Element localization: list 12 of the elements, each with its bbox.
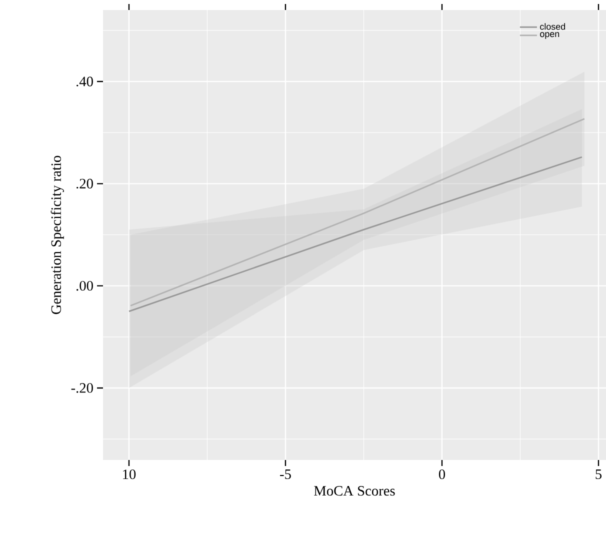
x-tick-label: -5 [280, 470, 291, 480]
y-tick-label: -.20 [71, 383, 93, 393]
y-tick-label: .20 [76, 178, 93, 189]
x-tick-label: 5 [596, 470, 602, 480]
x-tick-label: 10 [123, 469, 136, 480]
legend-label: open [540, 32, 560, 39]
y-tick-label: .40 [76, 76, 93, 86]
x-tick-label: 0 [438, 469, 446, 480]
legend-label: closed [540, 23, 566, 30]
y-tick-label: .00 [76, 280, 93, 291]
x-axis-title: MoCA Scores [314, 486, 395, 496]
y-axis-title: Generation Specificity ratio [50, 156, 64, 314]
